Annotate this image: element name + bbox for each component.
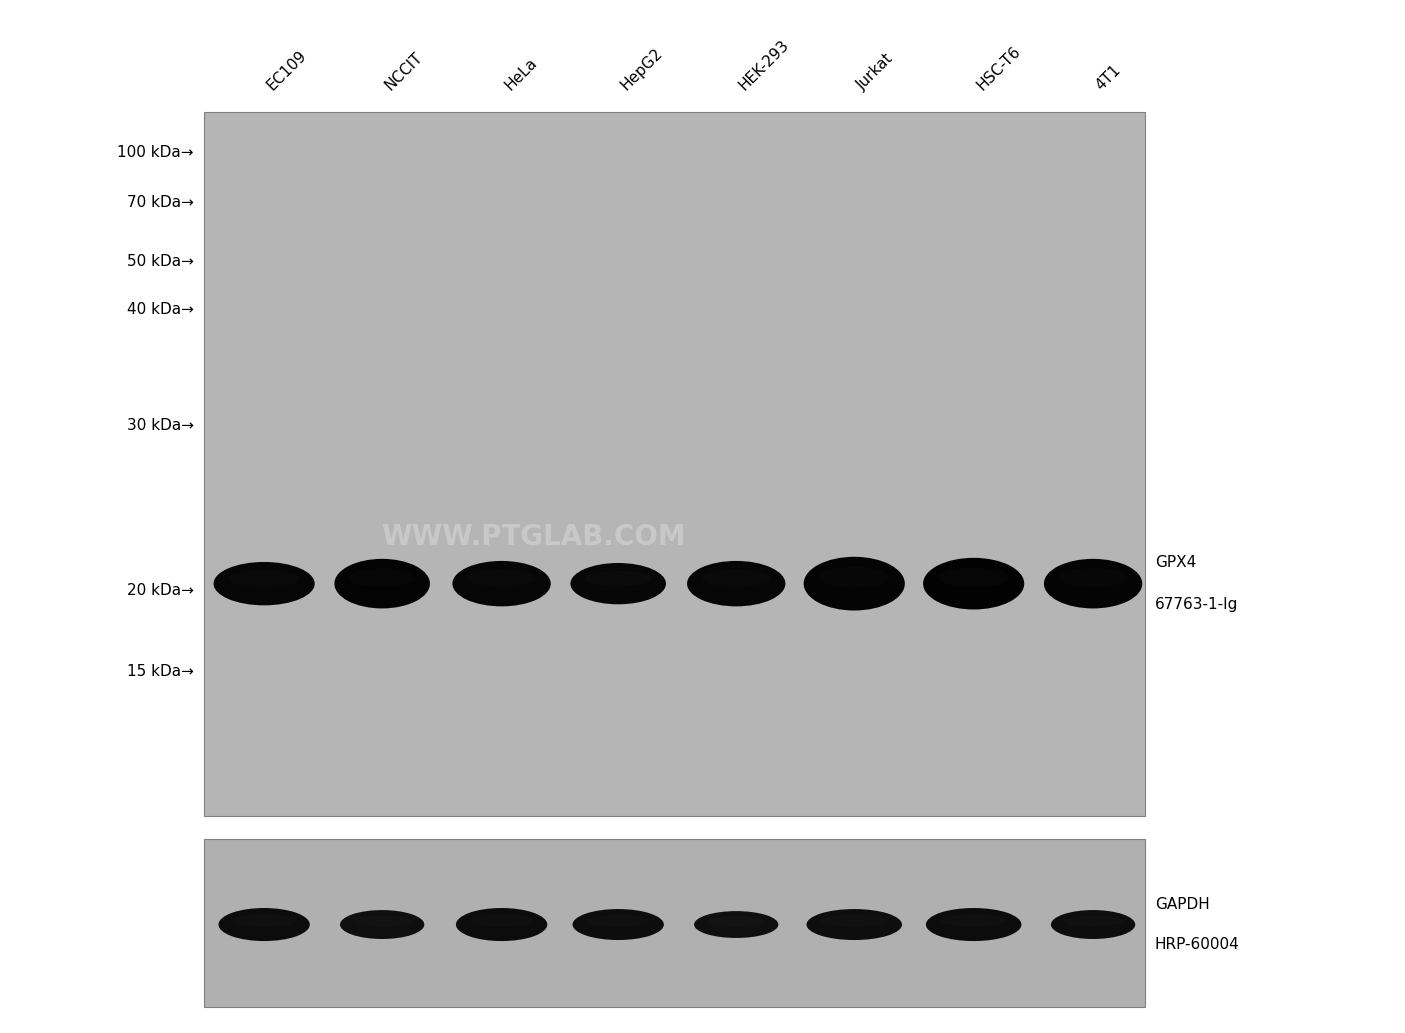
Ellipse shape — [687, 561, 785, 606]
Text: 20 kDa→: 20 kDa→ — [126, 584, 194, 598]
Text: 70 kDa→: 70 kDa→ — [126, 195, 194, 210]
Text: HEK-293: HEK-293 — [736, 37, 792, 93]
Ellipse shape — [214, 562, 315, 605]
Ellipse shape — [570, 563, 666, 604]
Bar — [204, 839, 1145, 1007]
Ellipse shape — [821, 915, 888, 927]
Text: 40 kDa→: 40 kDa→ — [126, 303, 194, 317]
Ellipse shape — [804, 557, 905, 611]
Ellipse shape — [452, 561, 551, 606]
Ellipse shape — [939, 567, 1009, 587]
Text: HepG2: HepG2 — [618, 45, 666, 93]
Ellipse shape — [1051, 910, 1135, 939]
Text: 30 kDa→: 30 kDa→ — [126, 418, 194, 433]
Ellipse shape — [455, 908, 548, 941]
Text: HeLa: HeLa — [502, 55, 540, 93]
Ellipse shape — [340, 910, 424, 939]
Ellipse shape — [586, 915, 651, 927]
Ellipse shape — [232, 914, 296, 927]
Ellipse shape — [584, 571, 652, 587]
Text: GAPDH: GAPDH — [1155, 897, 1210, 912]
Ellipse shape — [334, 559, 430, 608]
Text: 15 kDa→: 15 kDa→ — [126, 664, 194, 679]
Ellipse shape — [1044, 559, 1142, 608]
Bar — [204, 112, 1145, 816]
Ellipse shape — [926, 908, 1021, 941]
Ellipse shape — [1059, 568, 1128, 587]
Ellipse shape — [229, 570, 299, 587]
Text: 50 kDa→: 50 kDa→ — [126, 254, 194, 269]
Text: EC109: EC109 — [264, 48, 309, 93]
Ellipse shape — [469, 914, 534, 927]
Ellipse shape — [573, 909, 665, 940]
Ellipse shape — [923, 558, 1024, 609]
Text: HSC-T6: HSC-T6 — [974, 43, 1023, 93]
Ellipse shape — [348, 568, 416, 587]
Ellipse shape — [819, 567, 889, 588]
Ellipse shape — [353, 915, 412, 927]
Ellipse shape — [694, 911, 778, 938]
Ellipse shape — [806, 909, 902, 940]
Ellipse shape — [707, 916, 766, 927]
Text: NCCIT: NCCIT — [382, 50, 426, 93]
Ellipse shape — [1064, 915, 1123, 927]
Ellipse shape — [466, 569, 537, 587]
Text: 4T1: 4T1 — [1093, 62, 1124, 93]
Ellipse shape — [702, 569, 771, 587]
Ellipse shape — [940, 914, 1007, 927]
Text: WWW.PTGLAB.COM: WWW.PTGLAB.COM — [382, 523, 686, 552]
Text: 100 kDa→: 100 kDa→ — [118, 146, 194, 160]
Text: GPX4: GPX4 — [1155, 555, 1196, 570]
Ellipse shape — [219, 908, 311, 941]
Text: 67763-1-Ig: 67763-1-Ig — [1155, 597, 1238, 613]
Text: HRP-60004: HRP-60004 — [1155, 937, 1239, 952]
Text: Jurkat: Jurkat — [854, 51, 896, 93]
